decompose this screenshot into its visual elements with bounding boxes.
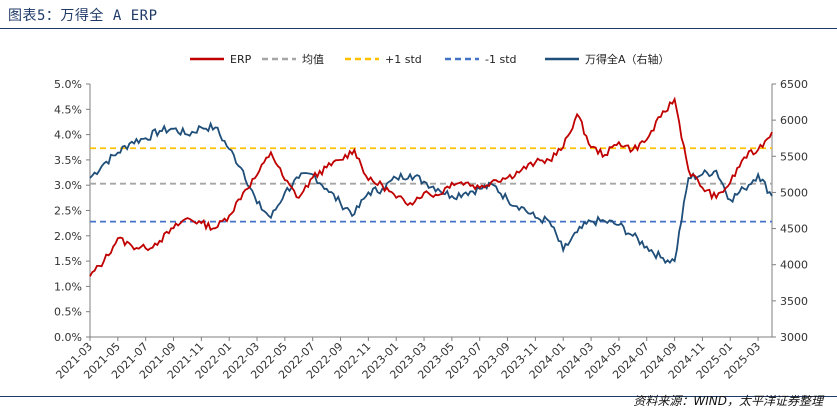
source-note: 资料来源：WIND，太平洋证券整理 — [633, 394, 823, 408]
left-tick-label: 2.0% — [54, 230, 82, 243]
left-tick-label: 4.5% — [54, 103, 82, 116]
chart-title: 图表5：万得全 A ERP — [8, 8, 158, 24]
legend-minus1-std-label: -1 std — [485, 53, 517, 66]
right-tick-label: 6000 — [780, 114, 808, 127]
left-tick-label: 0.5% — [54, 306, 82, 319]
chart-axes: 0.0% 0.5% 1.0% 1.5% 2.0% 2.5% 3.0% 3.5% 4.0% 4.5%… — [53, 78, 808, 380]
series-line-index — [89, 120, 773, 265]
legend-erp-label: ERP — [230, 53, 252, 66]
series-lines — [89, 96, 773, 277]
left-tick-label: 3.0% — [54, 179, 82, 192]
right-tick-label: 6500 — [780, 78, 808, 91]
left-tick-label: 0.0% — [54, 331, 82, 344]
reference-lines — [90, 147, 772, 223]
series-line-erp — [89, 96, 773, 277]
left-tick-label: 1.0% — [54, 280, 82, 293]
left-tick-label: 5.0% — [54, 78, 82, 91]
chart-legend: ERP 均值 +1 std -1 std 万得全A（右轴） — [190, 52, 670, 66]
left-tick-label: 4.0% — [54, 129, 82, 142]
legend-plus1-std-label: +1 std — [385, 53, 422, 66]
right-tick-label: 3500 — [780, 295, 808, 308]
left-tick-label: 3.5% — [54, 154, 82, 167]
left-tick-label: 1.5% — [54, 255, 82, 268]
right-tick-label: 4000 — [780, 259, 808, 272]
top-divider — [0, 28, 837, 29]
erp-chart: ERP 均值 +1 std -1 std 万得全A（右轴） 0.0% 0.5% 1.0% 1.… — [53, 52, 808, 380]
legend-mean-label: 均值 — [302, 53, 324, 66]
bottom-divider — [0, 396, 837, 397]
right-tick-label: 5500 — [780, 150, 808, 163]
right-tick-label: 5000 — [780, 186, 808, 199]
right-tick-label: 4500 — [780, 223, 808, 236]
left-tick-label: 2.5% — [54, 205, 82, 218]
right-tick-label: 3000 — [780, 331, 808, 344]
legend-index-label: 万得全A（右轴） — [585, 52, 670, 66]
